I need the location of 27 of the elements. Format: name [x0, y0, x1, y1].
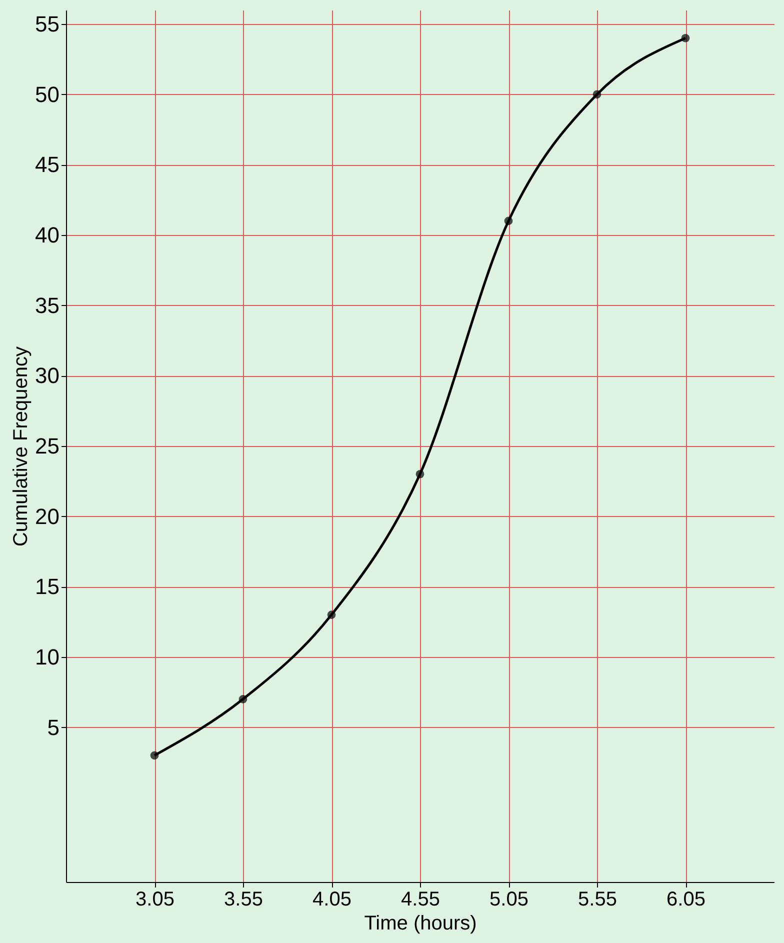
point: [150, 751, 159, 760]
point: [681, 34, 690, 42]
y-tick-label: 30: [35, 363, 60, 388]
x-tick-label: 3.05: [136, 888, 174, 910]
x-tick-label: 5.55: [578, 888, 617, 910]
y-tick-label: 45: [35, 152, 60, 178]
y-tick-label: 20: [35, 504, 60, 529]
x-tick-label: 4.55: [401, 888, 440, 910]
y-tick-label: 50: [35, 82, 60, 107]
point: [327, 610, 336, 619]
point: [504, 216, 513, 226]
point: [238, 694, 248, 704]
y-tick-label: 10: [35, 644, 60, 670]
x-tick-label: 5.05: [490, 888, 528, 910]
y-axis-title: Cumulative Frequency: [10, 346, 32, 547]
x-axis-title: Time (hours): [364, 912, 477, 934]
point: [416, 470, 424, 478]
y-tick-label: 35: [35, 292, 60, 318]
point: [592, 90, 602, 99]
x-tick-label: 6.05: [666, 888, 706, 910]
y-tick-label: 40: [35, 222, 60, 248]
y-tick-label: 15: [35, 574, 60, 600]
x-tick-label: 3.55: [224, 888, 263, 910]
x-tick-label: 4.05: [312, 888, 352, 910]
y-tick-label: 5: [47, 714, 60, 740]
y-tick-label: 25: [35, 434, 60, 458]
y-tick-label: 55: [35, 12, 60, 37]
